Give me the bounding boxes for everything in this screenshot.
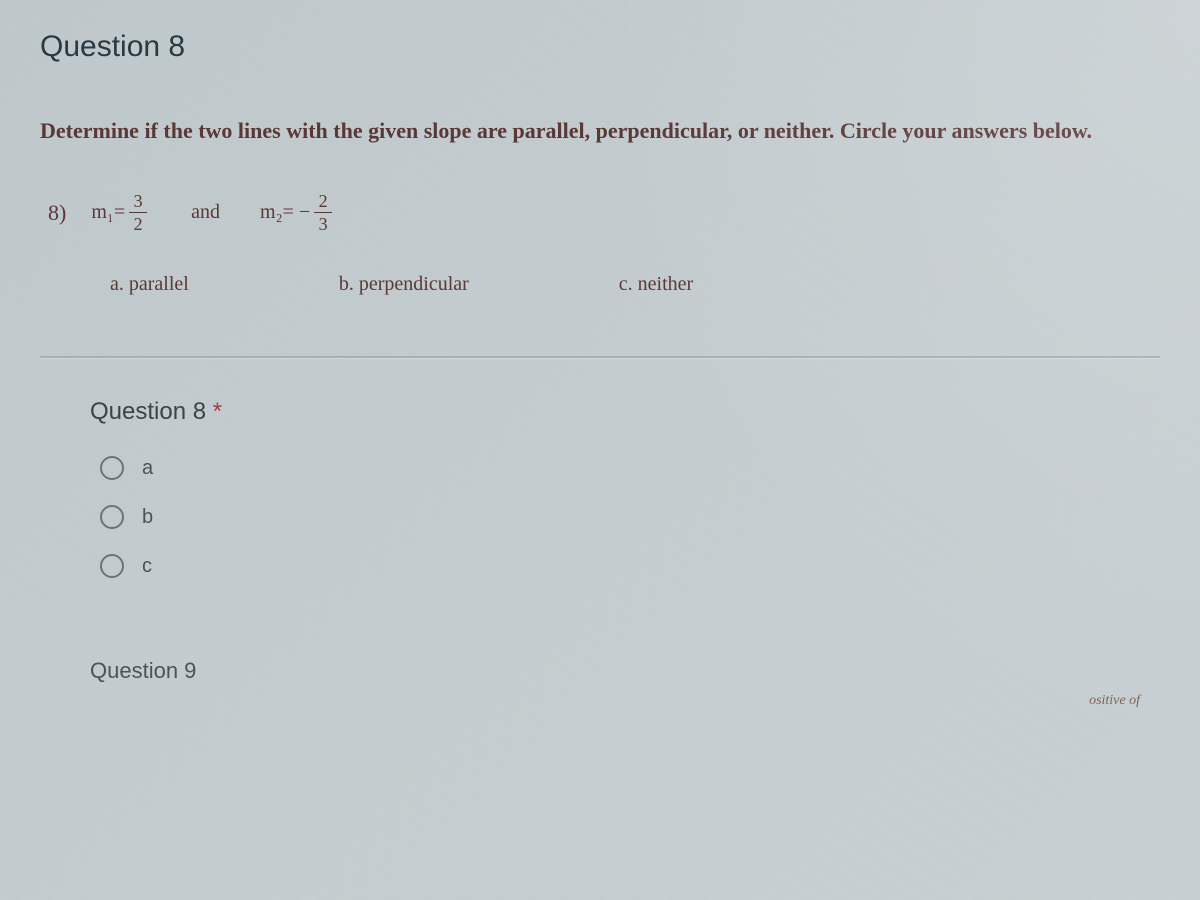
slope-1-var: m₁= (91, 201, 125, 224)
answer-label-text: Question 8 (90, 398, 206, 425)
radio-option-c[interactable]: c (100, 554, 1160, 578)
radio-circle-icon (100, 554, 124, 578)
slope-2-expression: m₂= − 2 3 (260, 192, 336, 233)
radio-label-c: c (142, 555, 152, 578)
radio-circle-icon (100, 505, 124, 529)
problem-number: 8) (48, 200, 66, 226)
answer-form-section: Question 8 * a b c (40, 398, 1160, 578)
instruction-text: Determine if the two lines with the give… (40, 114, 1160, 147)
problem-statement: 8) m₁= 3 2 and m₂= − 2 3 (40, 192, 1160, 233)
slope-2-numerator: 2 (319, 192, 328, 212)
choice-c: c. neither (619, 273, 693, 296)
slope-2-denominator: 3 (314, 212, 332, 233)
choice-a: a. parallel (110, 273, 189, 296)
slope-1-denominator: 2 (129, 212, 147, 233)
connector-text: and (191, 201, 220, 224)
slope-1-expression: m₁= 3 2 (91, 192, 151, 233)
slope-2-fraction: 2 3 (314, 192, 332, 233)
radio-option-b[interactable]: b (100, 505, 1160, 529)
slope-1-numerator: 3 (134, 192, 143, 212)
slope-2-var: m₂= − (260, 201, 310, 224)
radio-group: a b c (90, 456, 1160, 578)
answer-form-label: Question 8 * (90, 398, 1160, 426)
slope-1-fraction: 3 2 (129, 192, 147, 233)
question-title: Question 8 (40, 30, 1160, 64)
next-question-label: Question 9 (40, 658, 1160, 684)
choice-b: b. perpendicular (339, 273, 469, 296)
radio-option-a[interactable]: a (100, 456, 1160, 480)
radio-label-a: a (142, 457, 153, 480)
question-container: Question 8 Determine if the two lines wi… (0, 0, 1200, 714)
section-divider (40, 356, 1160, 358)
radio-circle-icon (100, 456, 124, 480)
required-marker: * (213, 398, 222, 425)
footer-fragment: ositive of (1089, 693, 1140, 709)
answer-choices-row: a. parallel b. perpendicular c. neither (40, 273, 1160, 296)
radio-label-b: b (142, 506, 153, 529)
